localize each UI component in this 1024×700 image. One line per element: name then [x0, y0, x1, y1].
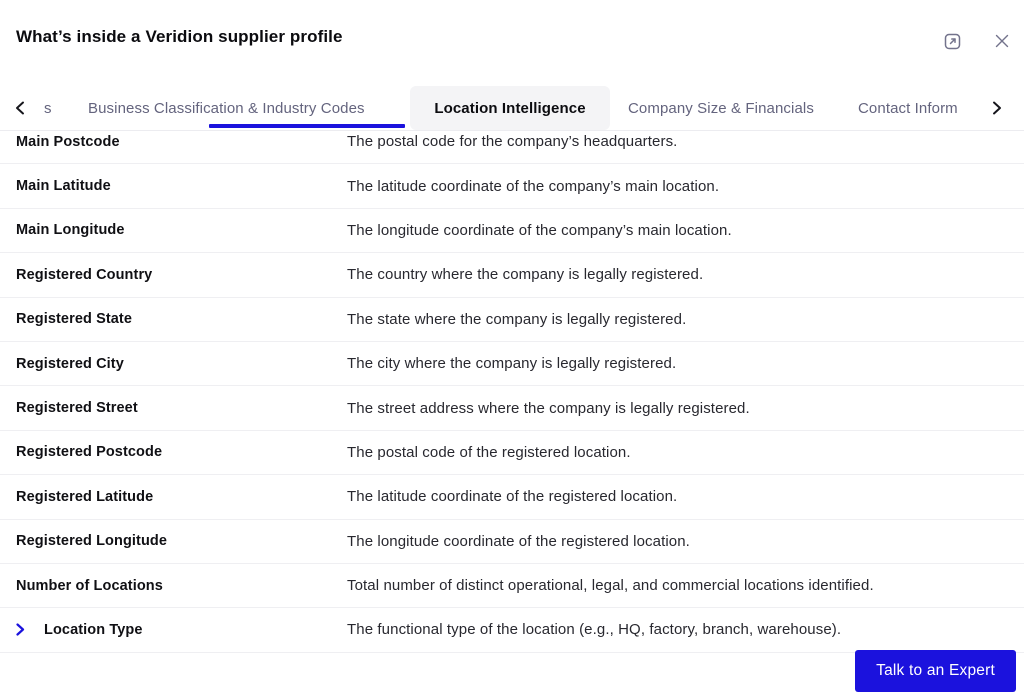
- field-description: The latitude coordinate of the company’s…: [347, 177, 720, 195]
- tab-label: Company Size & Financials: [628, 99, 814, 117]
- field-description: The longitude coordinate of the company’…: [347, 221, 732, 239]
- table-row[interactable]: Number of Locations Total number of dist…: [0, 563, 1024, 609]
- table-row[interactable]: Registered Country The country where the…: [0, 253, 1024, 298]
- field-label: Number of Locations: [16, 577, 163, 594]
- modal-header: What’s inside a Veridion supplier profil…: [0, 0, 1024, 70]
- tab-bar: s Business Classification & Industry Cod…: [0, 86, 1024, 131]
- field-label: Main Latitude: [16, 178, 111, 195]
- modal-title: What’s inside a Veridion supplier profil…: [16, 27, 343, 46]
- field-label: Registered Latitude: [16, 488, 154, 505]
- tab-label: Contact Inform: [858, 99, 958, 117]
- field-label: Registered Street: [16, 400, 138, 417]
- tab-label: s: [44, 99, 52, 117]
- table-row[interactable]: Registered Street The street address whe…: [0, 386, 1024, 431]
- field-label: Registered State: [16, 311, 133, 328]
- table-row[interactable]: Main Latitude The latitude coordinate of…: [0, 164, 1024, 209]
- field-label: Main Longitude: [16, 222, 125, 239]
- field-description: The latitude coordinate of the registere…: [347, 488, 678, 506]
- tab-location-intelligence[interactable]: Location Intelligence: [410, 86, 610, 130]
- field-label: Registered Country: [16, 266, 153, 283]
- field-description: Total number of distinct operational, le…: [347, 577, 874, 595]
- tab-company-size-financials[interactable]: Company Size & Financials: [628, 86, 814, 130]
- field-description: The street address where the company is …: [347, 399, 750, 417]
- table-row[interactable]: Registered City The city where the compa…: [0, 341, 1024, 387]
- field-table: Main Postcode The postal code for the co…: [0, 131, 1024, 653]
- field-description: The country where the company is legally…: [347, 266, 704, 284]
- field-label: Registered City: [16, 355, 124, 372]
- table-row[interactable]: Registered Postcode The postal code of t…: [0, 430, 1024, 476]
- table-row[interactable]: Main Longitude The longitude coordinate …: [0, 208, 1024, 254]
- tab-s[interactable]: s: [44, 86, 52, 130]
- field-description: The city where the company is legally re…: [347, 355, 677, 373]
- field-label: Registered Postcode: [16, 444, 163, 461]
- tabs-scroll-left-icon[interactable]: [8, 86, 32, 130]
- field-description: The functional type of the location (e.g…: [347, 621, 842, 639]
- expand-chevron-icon[interactable]: [16, 623, 44, 637]
- table-row[interactable]: Registered Latitude The latitude coordin…: [0, 475, 1024, 520]
- field-description: The postal code of the registered locati…: [347, 443, 631, 461]
- field-label: Registered Longitude: [16, 533, 168, 550]
- tabs-scroll-right-icon[interactable]: [985, 86, 1009, 130]
- talk-to-expert-button[interactable]: Talk to an Expert: [855, 650, 1016, 692]
- tab-contact-inform[interactable]: Contact Inform: [858, 86, 958, 130]
- field-label: Main Postcode: [16, 133, 120, 150]
- table-row[interactable]: Location Type The functional type of the…: [0, 608, 1024, 653]
- field-description: The longitude coordinate of the register…: [347, 532, 690, 550]
- field-label: Location Type: [44, 621, 143, 638]
- table-row[interactable]: Registered Longitude The longitude coord…: [0, 519, 1024, 564]
- close-icon[interactable]: [992, 31, 1012, 51]
- table-row[interactable]: Registered State The state where the com…: [0, 297, 1024, 342]
- field-description: The state where the company is legally r…: [347, 310, 687, 328]
- active-tab-underline: [209, 124, 405, 128]
- tab-business-classification-industry-codes[interactable]: Business Classification & Industry Codes: [88, 86, 365, 130]
- table-row[interactable]: Main Postcode The postal code for the co…: [0, 131, 1024, 165]
- field-description: The postal code for the company’s headqu…: [347, 133, 678, 151]
- tab-label: Business Classification & Industry Codes: [88, 99, 365, 117]
- expand-icon[interactable]: [942, 31, 962, 51]
- tab-label: Location Intelligence: [434, 99, 586, 117]
